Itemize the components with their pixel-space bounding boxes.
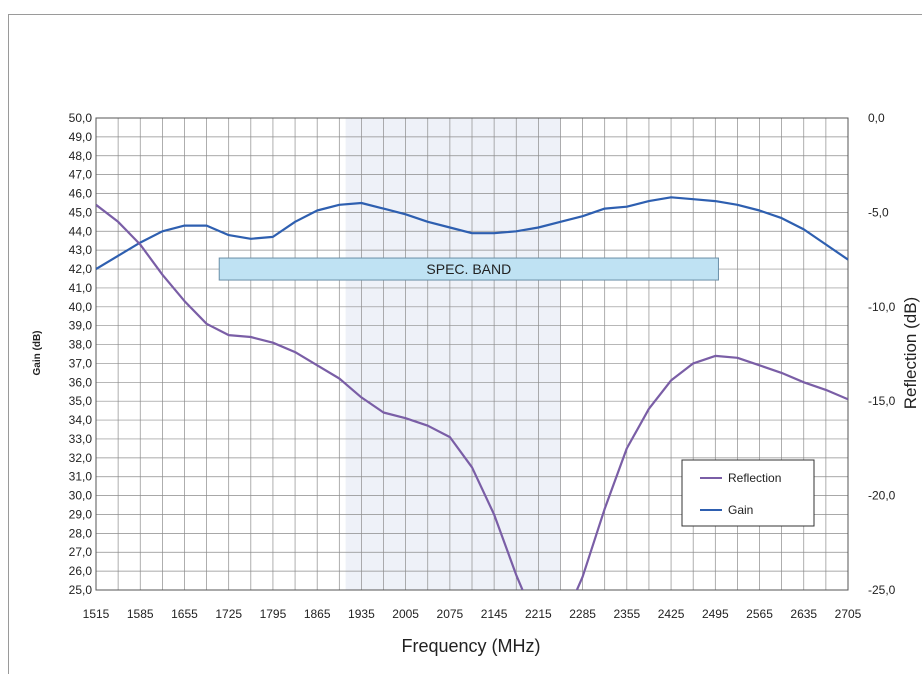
y-tick-label: 30,0 bbox=[69, 489, 93, 503]
y-tick-label: 49,0 bbox=[69, 130, 93, 144]
x-tick-label: 2215 bbox=[525, 607, 552, 621]
y-tick-label: 50,0 bbox=[69, 111, 93, 125]
legend: Reflection Gain bbox=[681, 459, 815, 527]
y-tick-label: 46,0 bbox=[69, 187, 93, 201]
x-tick-label: 1655 bbox=[171, 607, 198, 621]
y-tick-label: 39,0 bbox=[69, 319, 93, 333]
x-tick-label: 1515 bbox=[83, 607, 110, 621]
y-tick-label: 26,0 bbox=[69, 564, 93, 578]
y-axis-reflection: 0,0 -5,0 -10,0 -15,0 -20,0 -25,0 bbox=[868, 111, 896, 597]
x-tick-label: 2285 bbox=[569, 607, 596, 621]
x-tick-label: 2355 bbox=[613, 607, 640, 621]
y-tick-label: 47,0 bbox=[69, 168, 93, 182]
y2-tick-label: -5,0 bbox=[868, 205, 889, 219]
x-tick-label: 2705 bbox=[835, 607, 862, 621]
y2-tick-label: -25,0 bbox=[868, 583, 896, 597]
plot-area bbox=[95, 117, 849, 591]
gain-reflection-chart: 25,0 26,0 27,0 28,0 29,0 30,0 31,0 32,0 33,0 34,0… bbox=[32, 111, 920, 656]
y-tick-label: 45,0 bbox=[69, 205, 93, 219]
y-tick-label: 38,0 bbox=[69, 338, 93, 352]
series bbox=[96, 196, 848, 590]
y-tick-label: 32,0 bbox=[69, 451, 93, 465]
legend-label-gain: Gain bbox=[728, 503, 753, 517]
x-tick-label: 2005 bbox=[392, 607, 419, 621]
y-tick-label: 40,0 bbox=[69, 300, 93, 314]
y2-tick-label: -15,0 bbox=[868, 394, 896, 408]
annotations: SPEC. BAND bbox=[218, 257, 719, 281]
x-tick-label: 2075 bbox=[437, 607, 464, 621]
y2-tick-label: -20,0 bbox=[868, 489, 896, 503]
x-tick-label: 2565 bbox=[746, 607, 773, 621]
y-tick-label: 48,0 bbox=[69, 149, 93, 163]
series-line-reflection bbox=[96, 203, 848, 590]
y-tick-label: 36,0 bbox=[69, 375, 93, 389]
x-tick-label: 1725 bbox=[215, 607, 242, 621]
spec-band-label: SPEC. BAND bbox=[426, 261, 511, 277]
legend-label-reflection: Reflection bbox=[728, 471, 781, 485]
x-tick-label: 1865 bbox=[304, 607, 331, 621]
y-tick-label: 34,0 bbox=[69, 413, 93, 427]
y-tick-label: 42,0 bbox=[69, 262, 93, 276]
y-tick-label: 33,0 bbox=[69, 432, 93, 446]
y-tick-label: 28,0 bbox=[69, 526, 93, 540]
x-tick-label: 2145 bbox=[481, 607, 508, 621]
spec-band-shade bbox=[345, 118, 561, 590]
y-tick-label: 41,0 bbox=[69, 281, 93, 295]
y-tick-label: 25,0 bbox=[69, 583, 93, 597]
y-tick-label: 37,0 bbox=[69, 356, 93, 370]
y-tick-label: 43,0 bbox=[69, 243, 93, 257]
x-tick-label: 2635 bbox=[790, 607, 817, 621]
x-tick-label: 1795 bbox=[260, 607, 287, 621]
y-axis-gain: 25,0 26,0 27,0 28,0 29,0 30,0 31,0 32,0 33,0 34,0… bbox=[69, 111, 93, 597]
chart-frame bbox=[8, 14, 922, 674]
x-axis-frequency: 1515 1585 1655 1725 1795 1865 1935 2005 2075 2145… bbox=[83, 607, 862, 621]
y-tick-label: 31,0 bbox=[69, 470, 93, 484]
spec-band-box bbox=[218, 257, 719, 281]
y-tick-label: 44,0 bbox=[69, 224, 93, 238]
y2-tick-label: 0,0 bbox=[868, 111, 885, 125]
x-tick-label: 2425 bbox=[658, 607, 685, 621]
x-tick-label: 1935 bbox=[348, 607, 375, 621]
y-tick-label: 35,0 bbox=[69, 394, 93, 408]
legend-box bbox=[681, 459, 815, 527]
x-tick-label: 1585 bbox=[127, 607, 154, 621]
x-tick-label: 2495 bbox=[702, 607, 729, 621]
y2-axis-title: Reflection (dB) bbox=[901, 297, 920, 409]
series-line-gain bbox=[96, 196, 848, 270]
y2-tick-label: -10,0 bbox=[868, 300, 896, 314]
y-tick-label: 29,0 bbox=[69, 507, 93, 521]
y-tick-label: 27,0 bbox=[69, 545, 93, 559]
x-axis-title: Frequency (MHz) bbox=[401, 636, 540, 656]
y-axis-title: Gain (dB) bbox=[32, 331, 43, 376]
